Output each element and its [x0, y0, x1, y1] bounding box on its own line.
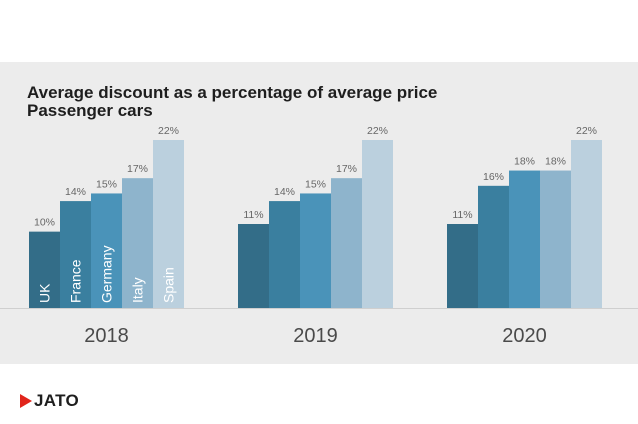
- data-label-france-2020: 16%: [483, 171, 504, 183]
- bar-italy-2018: [122, 178, 153, 308]
- bar-spain-2018: [153, 140, 184, 308]
- data-label-spain-2020: 22%: [576, 125, 597, 137]
- category-label-2018: 2018: [84, 325, 129, 347]
- series-label-uk: UK: [37, 283, 53, 303]
- chart-subtitle: Passenger cars: [27, 101, 153, 120]
- bar-germany-2018: [91, 193, 122, 308]
- category-label-2020: 2020: [502, 325, 547, 347]
- data-label-uk-2020: 11%: [452, 209, 472, 221]
- bar-france-2019: [269, 201, 300, 308]
- data-label-italy-2020: 18%: [545, 156, 566, 168]
- data-label-france-2018: 14%: [65, 186, 86, 198]
- data-label-germany-2020: 18%: [514, 156, 535, 168]
- bar-spain-2020: [571, 140, 602, 308]
- jato-logo-icon: [20, 394, 32, 408]
- bar-uk-2019: [238, 224, 269, 308]
- data-label-italy-2018: 17%: [127, 163, 148, 175]
- data-label-uk-2019: 11%: [243, 209, 263, 221]
- series-label-spain: Spain: [161, 267, 177, 303]
- series-label-germany: Germany: [99, 245, 115, 303]
- bar-italy-2020: [540, 170, 571, 308]
- data-label-germany-2018: 15%: [96, 178, 117, 190]
- data-label-spain-2019: 22%: [367, 125, 388, 137]
- chart-title: Average discount as a percentage of aver…: [27, 83, 438, 102]
- data-label-uk-2018: 10%: [34, 217, 55, 229]
- jato-logo: JATO: [20, 391, 79, 411]
- bar-germany-2020: [509, 170, 540, 308]
- data-label-italy-2019: 17%: [336, 163, 357, 175]
- data-label-spain-2018: 22%: [158, 125, 179, 137]
- series-label-italy: Italy: [130, 277, 146, 303]
- bar-france-2018: [60, 201, 91, 308]
- bar-spain-2019: [362, 140, 393, 308]
- jato-logo-text: JATO: [34, 391, 79, 410]
- bar-germany-2019: [300, 193, 331, 308]
- data-label-germany-2019: 15%: [305, 178, 326, 190]
- bar-uk-2020: [447, 224, 478, 308]
- data-label-france-2019: 14%: [274, 186, 295, 198]
- bar-uk-2018: [29, 231, 60, 308]
- series-label-france: France: [68, 259, 84, 303]
- category-label-2019: 2019: [293, 325, 338, 347]
- bar-france-2020: [478, 185, 509, 308]
- bar-italy-2019: [331, 178, 362, 308]
